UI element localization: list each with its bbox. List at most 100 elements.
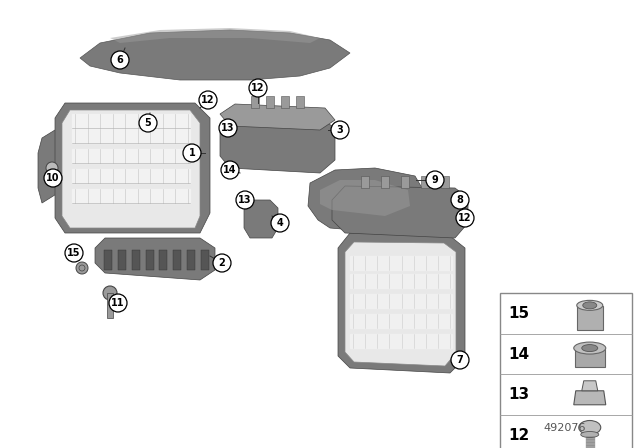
Polygon shape [441,176,449,188]
Circle shape [271,214,289,232]
Polygon shape [72,149,190,163]
Polygon shape [100,110,185,198]
Polygon shape [95,238,215,280]
Polygon shape [586,435,594,448]
Polygon shape [118,250,126,270]
Polygon shape [220,104,335,130]
Polygon shape [381,176,389,188]
Circle shape [451,351,469,369]
Polygon shape [296,96,304,108]
FancyBboxPatch shape [575,349,605,367]
Text: 11: 11 [111,298,125,308]
Circle shape [199,91,217,109]
Polygon shape [345,242,456,366]
Circle shape [109,294,127,312]
Polygon shape [574,391,605,405]
Polygon shape [72,129,190,143]
Polygon shape [187,250,195,270]
Text: 14: 14 [223,165,237,175]
Circle shape [111,51,129,69]
Circle shape [451,191,469,209]
Polygon shape [421,176,429,188]
Polygon shape [72,114,190,128]
Text: 5: 5 [145,118,152,128]
Polygon shape [281,96,289,108]
Ellipse shape [577,300,603,310]
Circle shape [103,286,117,300]
Text: 12: 12 [458,213,472,223]
Polygon shape [72,189,190,203]
Text: 13: 13 [508,387,529,402]
Text: 15: 15 [67,248,81,258]
Text: 6: 6 [116,55,124,65]
Polygon shape [72,169,190,183]
Polygon shape [62,110,200,228]
Polygon shape [350,334,452,348]
Polygon shape [266,96,274,108]
Text: 7: 7 [456,355,463,365]
Circle shape [46,162,58,174]
FancyBboxPatch shape [500,293,632,448]
Circle shape [79,265,85,271]
Polygon shape [145,250,154,270]
Text: 12: 12 [508,428,529,443]
Polygon shape [107,293,113,318]
Polygon shape [104,250,112,270]
Polygon shape [251,96,259,108]
Text: 13: 13 [238,195,252,205]
Polygon shape [350,294,452,308]
Polygon shape [80,30,350,80]
Polygon shape [338,233,465,373]
Circle shape [221,161,239,179]
Text: 1: 1 [189,148,195,158]
Polygon shape [244,200,278,238]
Circle shape [249,79,267,97]
Polygon shape [361,176,369,188]
Circle shape [44,169,62,187]
Circle shape [456,209,474,227]
Polygon shape [110,28,320,43]
Polygon shape [201,250,209,270]
Polygon shape [159,250,168,270]
Text: 3: 3 [337,125,344,135]
Polygon shape [350,256,452,270]
Circle shape [426,171,444,189]
Ellipse shape [583,302,596,309]
Text: 13: 13 [221,123,235,133]
Ellipse shape [574,342,605,354]
Circle shape [331,121,349,139]
Text: 2: 2 [219,258,225,268]
Polygon shape [582,381,598,391]
Circle shape [236,191,254,209]
Circle shape [65,244,83,262]
Text: 9: 9 [431,175,438,185]
Polygon shape [350,274,452,288]
Circle shape [76,262,88,274]
Ellipse shape [580,431,599,438]
Polygon shape [120,133,175,186]
Text: 12: 12 [252,83,265,93]
Text: 14: 14 [508,347,529,362]
Polygon shape [332,186,468,238]
Ellipse shape [579,421,601,435]
Circle shape [139,114,157,132]
Circle shape [183,144,201,162]
Text: 8: 8 [456,195,463,205]
Polygon shape [220,116,335,173]
Circle shape [219,119,237,137]
Text: 10: 10 [46,173,60,183]
FancyBboxPatch shape [577,306,603,330]
Polygon shape [132,250,140,270]
Polygon shape [320,180,410,216]
Text: 4: 4 [276,218,284,228]
Ellipse shape [582,345,598,352]
Text: 492076: 492076 [544,423,586,433]
Polygon shape [55,103,210,233]
Polygon shape [173,250,181,270]
Polygon shape [308,168,425,233]
Polygon shape [350,314,452,328]
Circle shape [213,254,231,272]
Polygon shape [38,130,65,203]
Text: 12: 12 [201,95,215,105]
Text: 15: 15 [508,306,529,321]
